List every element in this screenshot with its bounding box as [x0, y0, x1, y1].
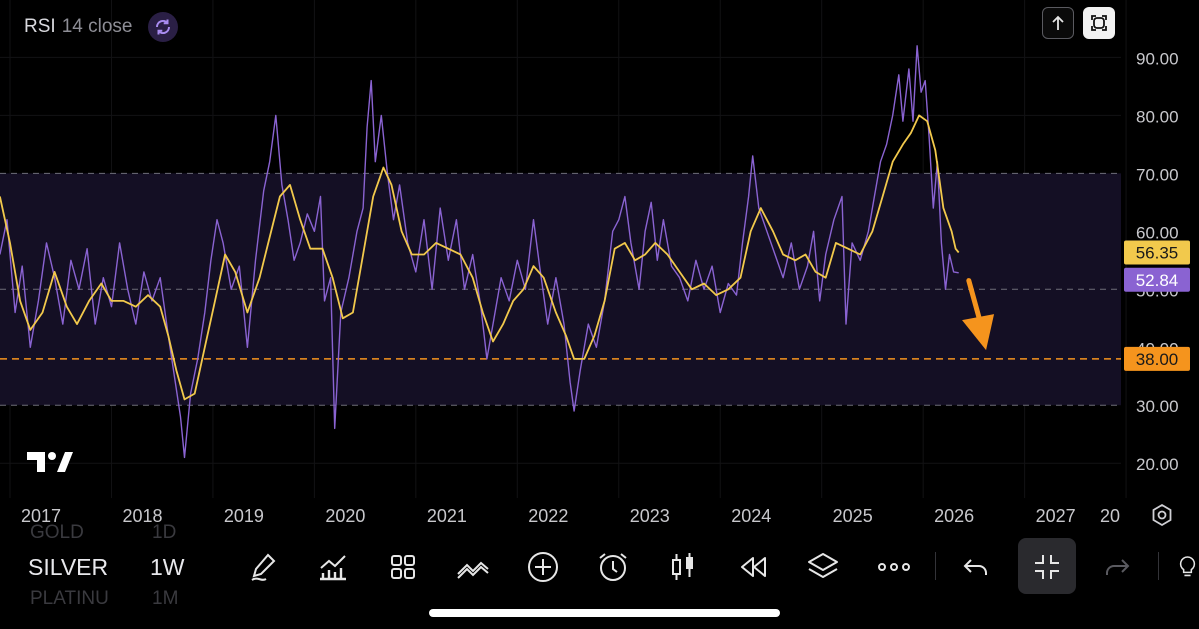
rsi-band — [0, 173, 1121, 406]
candles-icon[interactable] — [665, 549, 701, 585]
x-tick-label: 2027 — [1036, 506, 1076, 526]
add-icon[interactable] — [525, 549, 561, 585]
annotation-arrow — [962, 278, 995, 351]
x-tick-label: 2018 — [122, 506, 162, 526]
target-value-badge-bg — [1124, 346, 1190, 371]
rsi-value-badge: 52.84 — [1136, 271, 1179, 290]
toolbar-separator — [1158, 552, 1159, 580]
timeframe-ghost-above: 1D — [152, 522, 177, 543]
patterns-icon[interactable] — [455, 549, 491, 585]
x-tick-label: 2020 — [325, 506, 365, 526]
rsi-ma-line — [0, 114, 960, 401]
collapse-icon[interactable] — [1029, 549, 1065, 585]
x-tick-label: 2023 — [630, 506, 670, 526]
y-tick-label: 60.00 — [1136, 223, 1179, 242]
indicator-params: 14 close — [61, 16, 133, 37]
ma-value-badge-bg — [1124, 240, 1190, 265]
symbol-ghost-below: PLATINU — [30, 588, 109, 609]
target-value-badge: 38.00 — [1136, 350, 1179, 369]
ma-value-badge: 56.35 — [1136, 243, 1179, 262]
y-tick-label: 20.00 — [1136, 455, 1179, 474]
reference-lines — [0, 172, 1121, 406]
x-tick-label: 2026 — [934, 506, 974, 526]
rsi-line — [0, 45, 959, 459]
expand-icon[interactable] — [1083, 7, 1115, 39]
x-tick-label: 2024 — [731, 506, 771, 526]
indicator-header[interactable]: RSI 14 close — [24, 12, 179, 42]
value-badges: 56.35 52.84 38.00 — [1124, 240, 1190, 371]
more-icon[interactable] — [876, 549, 912, 585]
y-tick-label: 30.00 — [1136, 397, 1179, 416]
alarm-icon[interactable] — [595, 549, 631, 585]
grid-icon[interactable] — [385, 549, 421, 585]
x-tick-label: 2022 — [528, 506, 568, 526]
gear-icon[interactable] — [1150, 503, 1174, 532]
rsi-value-badge-bg — [1124, 267, 1190, 292]
timeframe-ghost-below: 1M — [152, 588, 179, 609]
sync-icon[interactable] — [148, 12, 179, 42]
x-tick-label: 2025 — [833, 506, 873, 526]
y-tick-label: 90.00 — [1136, 49, 1179, 68]
redo-icon[interactable] — [1099, 549, 1135, 585]
replay-icon[interactable] — [735, 549, 771, 585]
arrow-head — [962, 314, 995, 351]
undo-icon[interactable] — [958, 549, 994, 585]
x-tick-label: 2021 — [427, 506, 467, 526]
series-layer — [0, 45, 960, 459]
x-axis-labels: 2017 2018 2019 2020 2021 2022 2023 2024 2025 2026… — [21, 506, 1120, 526]
symbol-picker[interactable]: SILVER — [28, 554, 109, 580]
pen-icon[interactable] — [246, 549, 282, 585]
symbol-ghost-above: GOLD — [30, 522, 84, 543]
y-tick-label: 70.00 — [1136, 165, 1179, 184]
y-tick-label: 80.00 — [1136, 107, 1179, 126]
rsi-chart[interactable]: 20.0030.0040.0050.0060.0070.0080.0090.00… — [0, 0, 1199, 530]
x-tick-label: 2019 — [224, 506, 264, 526]
x-tick-label: 2017 — [21, 506, 61, 526]
tradingview-logo-icon — [27, 450, 73, 479]
toolbar-separator — [935, 552, 936, 580]
arrow-up-icon[interactable] — [1042, 7, 1074, 39]
timeframe-picker[interactable]: 1W — [150, 554, 185, 580]
x-tick-label: 20 — [1100, 506, 1120, 526]
indicators-icon[interactable] — [315, 549, 351, 585]
layers-icon[interactable] — [805, 549, 841, 585]
indicator-name: RSI — [24, 16, 56, 37]
home-indicator — [429, 609, 780, 617]
active-tool-bg — [1018, 538, 1076, 594]
bulb-icon[interactable] — [1176, 549, 1199, 585]
